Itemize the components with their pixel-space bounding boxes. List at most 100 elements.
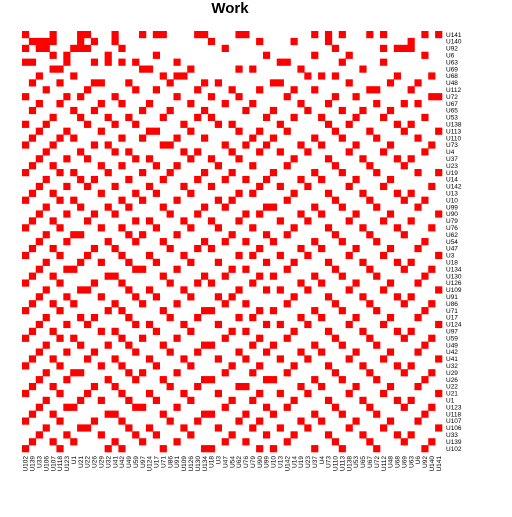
heatmap-cell (77, 424, 85, 432)
x-tick-label: U42 (119, 456, 126, 468)
heatmap-cell (214, 79, 222, 87)
heatmap-cell (159, 376, 167, 384)
heatmap-cell (345, 389, 353, 398)
heatmap-cell (152, 162, 161, 170)
heatmap-cell (228, 148, 236, 156)
heatmap-cell (435, 169, 443, 177)
heatmap-cell (77, 258, 85, 266)
heatmap-cell (201, 203, 209, 211)
heatmap-cell (28, 244, 37, 253)
heatmap-cell (139, 169, 147, 177)
heatmap-cell (393, 44, 401, 52)
heatmap-cell (331, 231, 340, 239)
y-tick-label: U10 (446, 197, 458, 204)
heatmap-cell (70, 265, 78, 273)
heatmap-cell (352, 244, 360, 253)
heatmap-cell (318, 113, 326, 122)
heatmap-cell (262, 376, 271, 384)
heatmap-cell (290, 155, 298, 163)
heatmap-cell (214, 258, 222, 266)
heatmap-cell (28, 217, 37, 225)
heatmap-cell (180, 120, 188, 128)
heatmap-cell (386, 313, 395, 322)
heatmap-cell (201, 169, 209, 177)
heatmap-cell (201, 445, 209, 453)
heatmap-cell (428, 438, 436, 446)
y-tick-label: U97 (446, 329, 458, 336)
heatmap-cell (22, 224, 30, 232)
heatmap-cell (22, 389, 30, 398)
heatmap-cell (345, 182, 353, 191)
x-tick-label: U124 (147, 456, 154, 472)
x-tick-label: U18 (209, 456, 216, 468)
heatmap-cell (70, 369, 78, 377)
x-tick-label: U91 (174, 456, 181, 468)
heatmap-cell (77, 148, 85, 156)
heatmap-cell (180, 217, 188, 225)
x-tick-label: U142 (284, 456, 291, 472)
heatmap-cell (125, 286, 133, 294)
heatmap-cell (173, 231, 181, 239)
heatmap-cell (297, 175, 305, 184)
heatmap-cell (407, 37, 415, 46)
heatmap-cell (428, 93, 436, 101)
heatmap-cell (118, 58, 126, 66)
heatmap-cell (97, 127, 105, 135)
heatmap-cell (35, 238, 43, 246)
y-tick-label: U18 (446, 260, 458, 267)
heatmap-cell (380, 424, 388, 432)
heatmap-cell (366, 300, 374, 308)
heatmap-cell (366, 196, 374, 204)
heatmap-cell (242, 300, 250, 308)
heatmap-cell (180, 182, 188, 191)
heatmap-cell (400, 127, 408, 135)
heatmap-cell (22, 169, 30, 177)
heatmap-cell (125, 341, 133, 349)
heatmap-cell (173, 438, 181, 446)
heatmap-cell (428, 72, 436, 80)
heatmap-cell (366, 162, 374, 170)
heatmap-cell (324, 189, 333, 197)
heatmap-cell (435, 31, 443, 39)
heatmap-cell (49, 162, 57, 170)
heatmap-cell (118, 162, 126, 170)
heatmap-cell (318, 72, 326, 80)
heatmap-cell (311, 51, 319, 59)
heatmap-cell (414, 348, 422, 356)
heatmap-cell (352, 313, 360, 322)
heatmap-cell (201, 106, 209, 115)
heatmap-cell (28, 327, 37, 335)
heatmap-cell (400, 162, 408, 170)
heatmap-cell (56, 65, 64, 73)
heatmap-cell (152, 31, 161, 39)
heatmap-cell (262, 175, 271, 184)
heatmap-cell (166, 417, 174, 425)
heatmap-cell (421, 238, 429, 246)
heatmap-cell (42, 148, 50, 156)
heatmap-cell (214, 224, 222, 232)
heatmap-cell (180, 72, 188, 80)
y-tick-label: U141 (446, 32, 462, 39)
y-tick-label: U69 (446, 66, 458, 73)
x-tick-label: U86 (167, 456, 174, 468)
heatmap-cell (428, 265, 436, 273)
heatmap-cell (256, 127, 264, 135)
heatmap-cell (393, 293, 401, 301)
x-tick-label: U102 (23, 456, 30, 472)
heatmap-cell (70, 134, 78, 142)
heatmap-cell (311, 31, 319, 39)
y-tick-label: U23 (446, 163, 458, 170)
heatmap-cell (42, 313, 50, 322)
heatmap-cell (269, 341, 278, 349)
heatmap-cell (359, 327, 367, 335)
heatmap-cell (407, 86, 415, 94)
heatmap-cell (159, 410, 167, 418)
heatmap-cell (414, 134, 422, 142)
heatmap-cell (35, 403, 43, 411)
heatmap-cell (421, 341, 429, 349)
heatmap-cell (366, 86, 374, 94)
heatmap-cell (28, 438, 37, 446)
heatmap-cell (311, 410, 319, 418)
heatmap-cell (173, 369, 181, 377)
x-tick-label: U37 (312, 456, 319, 468)
